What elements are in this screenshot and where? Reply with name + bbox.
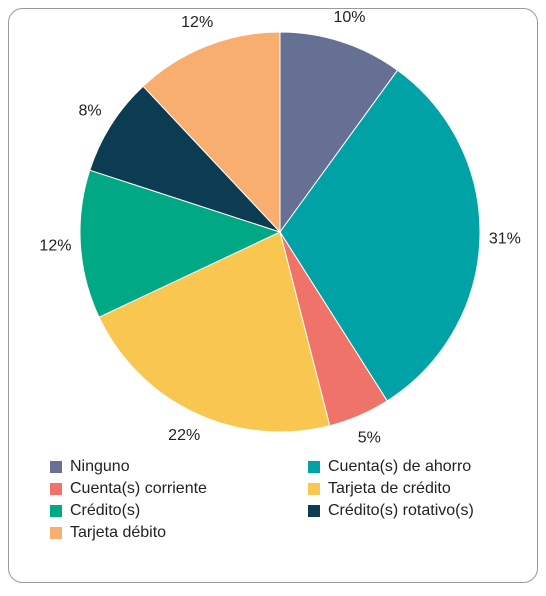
data-label: 12% [39,237,71,254]
pie-slice [279,69,481,402]
data-label: 12% [181,14,213,31]
legend-label: Tarjeta de crédito [328,480,451,497]
legend-label: Tarjeta débito [70,524,166,541]
data-label: 8% [78,103,101,120]
legend-swatch [50,505,62,517]
legend-label: Cuenta(s) corriente [70,480,207,497]
legend-label: Cuenta(s) de ahorro [328,458,471,475]
data-label: 22% [168,427,200,444]
pie-slice [98,231,331,433]
data-label: 31% [489,230,521,247]
data-label: 10% [334,9,366,26]
pie-slice [142,31,281,234]
legend-swatch [50,527,62,539]
pie-slice [79,169,282,318]
pie-slice [89,85,281,233]
legend-swatch [50,461,62,473]
legend-swatch [308,505,320,517]
legend-label: Crédito(s) rotativo(s) [328,502,474,519]
data-label: 5% [358,430,381,447]
pie-slice [279,31,399,234]
legend-swatch [50,483,62,495]
legend-swatch [308,483,320,495]
legend-swatch [308,461,320,473]
legend-label: Ninguno [70,458,130,475]
legend-label: Crédito(s) [70,502,140,519]
